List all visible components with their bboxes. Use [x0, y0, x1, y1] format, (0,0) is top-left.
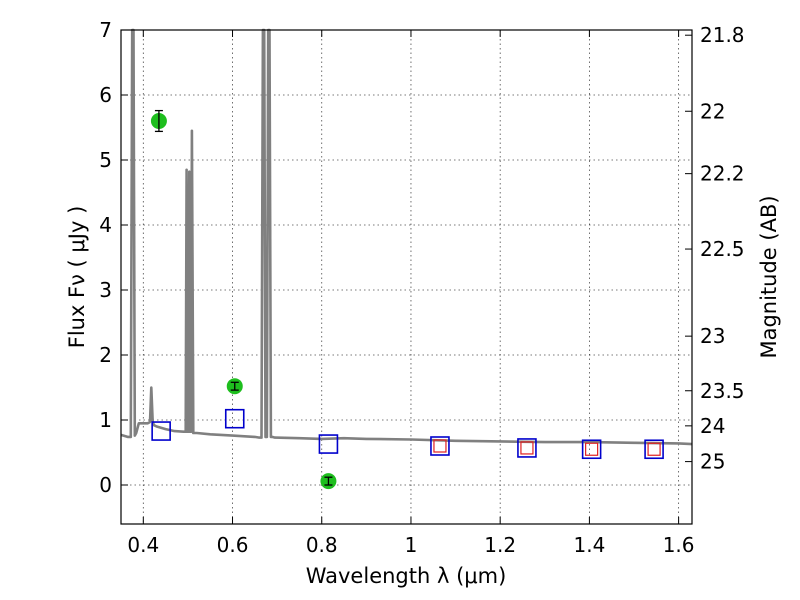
x-tick-label: 0.6	[217, 533, 249, 557]
model-flux-square	[318, 434, 339, 454]
x-tick-label: 0.4	[127, 533, 159, 557]
plot-background	[121, 30, 692, 524]
x-tick-label: 1.4	[573, 533, 605, 557]
right-tick-label: 21.8	[700, 23, 745, 47]
data-points-group	[150, 109, 664, 490]
right-axis-label: Magnitude (AB)	[757, 195, 781, 358]
model-flux-square	[644, 439, 664, 460]
y-tick-label: 6	[99, 83, 112, 107]
x-tick-label: 1.6	[663, 533, 695, 557]
observed-flux-square	[585, 442, 599, 456]
model-flux-square	[581, 439, 602, 460]
observed-flux-square	[433, 439, 447, 453]
y-tick-label: 1	[99, 408, 112, 432]
y-axis-label: Flux Fν ( μJy )	[65, 206, 89, 349]
right-tick-label: 24	[700, 414, 725, 438]
observed-flux-square	[520, 441, 534, 455]
model-flux-square	[224, 408, 245, 429]
model-flux-square	[430, 436, 450, 456]
x-tick-label: 0.8	[306, 533, 338, 557]
observed-flux-square	[647, 442, 661, 456]
x-axis-label: Wavelength λ (μm)	[306, 564, 507, 588]
right-tick-label: 25	[700, 450, 725, 474]
sed-model-group	[120, 28, 693, 446]
right-tick-label: 23	[700, 324, 725, 348]
model-flux-square	[517, 438, 537, 458]
x-tick-label: 1.2	[484, 533, 516, 557]
model-flux-square	[151, 421, 171, 441]
grid-lines	[121, 29, 692, 524]
plot-frame	[120, 29, 693, 525]
y-tick-label: 7	[99, 18, 112, 42]
right-tick-label: 22.2	[700, 162, 745, 186]
right-tick-label: 22	[700, 99, 725, 123]
y-tick-label: 4	[99, 213, 112, 237]
right-tick-label: 23.5	[700, 379, 745, 403]
y-tick-label: 0	[99, 473, 112, 497]
y-tick-label: 5	[99, 148, 112, 172]
right-tick-label: 22.5	[700, 237, 745, 261]
x-tick-label: 1	[405, 533, 418, 557]
y-tick-label: 3	[99, 278, 112, 302]
y-tick-label: 2	[99, 343, 112, 367]
sed-model-line	[120, 28, 693, 446]
